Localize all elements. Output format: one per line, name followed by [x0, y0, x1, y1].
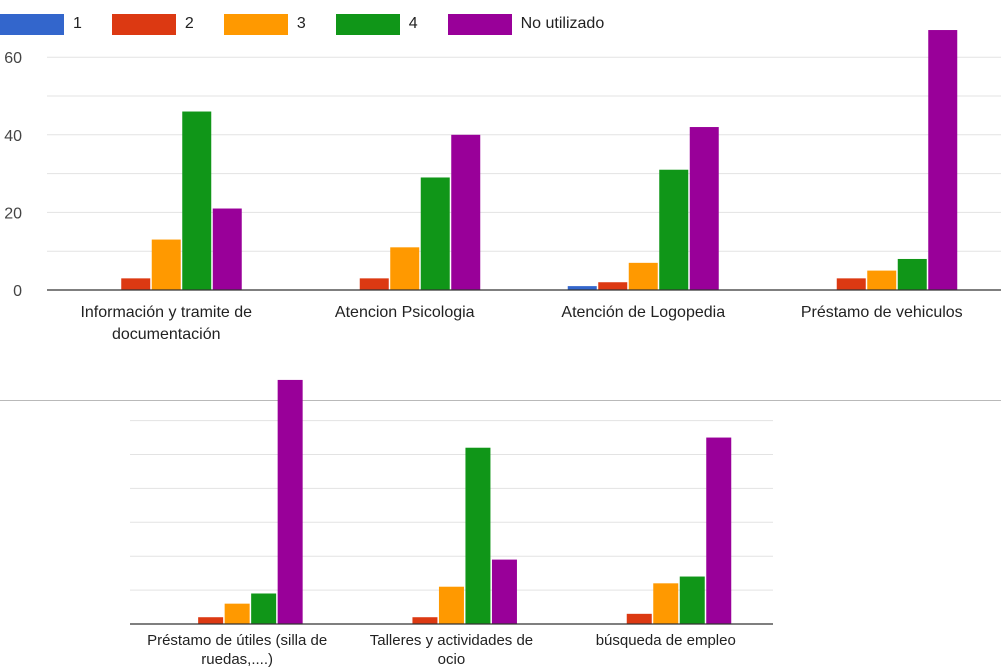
legend-label: 2: [184, 15, 194, 32]
category-label: Información y tramite de documentación: [80, 304, 252, 343]
legend-label: 3: [296, 15, 306, 32]
category-label: Atención de Logopedia: [561, 304, 725, 321]
category-label-line: búsqueda de empleo: [596, 632, 736, 649]
legend-swatch: [335, 13, 400, 35]
bar: [659, 169, 689, 290]
category-label-line: Atención de Logopedia: [561, 304, 725, 321]
category-label: Atencion Psicologia: [335, 304, 475, 321]
panel-divider: [0, 400, 1001, 401]
legend-item: 2: [111, 13, 194, 35]
bar: [420, 177, 450, 290]
bar: [224, 603, 250, 624]
bar: [653, 583, 679, 624]
legend-swatch: [447, 13, 512, 35]
category-label: Préstamo de útiles (silla de ruedas,....): [147, 632, 327, 668]
bar: [390, 247, 420, 290]
bar: [626, 613, 652, 624]
bar: [567, 286, 597, 290]
category-label-line: ocio: [438, 651, 466, 668]
chart-legend: 1 2 3 4 No utilizado: [0, 12, 634, 36]
bar: [928, 30, 958, 290]
bar: [465, 447, 491, 624]
bar: [598, 282, 628, 290]
legend-item: 3: [223, 13, 306, 35]
bar: [451, 134, 481, 290]
bar: [679, 576, 705, 624]
category-label: Préstamo de vehiculos: [801, 304, 963, 321]
legend-swatch: [111, 13, 176, 35]
legend-label: No utilizado: [520, 15, 605, 32]
bar: [897, 258, 927, 290]
bar: [689, 127, 719, 290]
bar: [706, 437, 732, 624]
y-tick-label: 40: [4, 128, 22, 145]
category-label-line: Préstamo de vehiculos: [801, 304, 963, 321]
bar: [251, 593, 277, 624]
category-label-line: ruedas,....): [201, 651, 273, 668]
legend-item: 4: [335, 13, 418, 35]
category-label-line: Talleres y actividades de: [370, 632, 533, 649]
bar: [836, 278, 866, 290]
bar: [412, 617, 438, 624]
category-label-line: Información y tramite de: [80, 304, 252, 321]
category-label: Talleres y actividades de ocio: [370, 632, 533, 668]
legend-item: No utilizado: [447, 13, 605, 35]
bar: [628, 262, 658, 290]
bar: [867, 270, 897, 290]
bar: [182, 111, 212, 291]
bar: [491, 559, 517, 624]
category-label: búsqueda de empleo: [596, 632, 736, 649]
bar: [151, 239, 181, 290]
bar: [198, 617, 224, 624]
category-label-line: Préstamo de útiles (silla de: [147, 632, 327, 649]
bar: [359, 278, 389, 290]
bar: [121, 278, 151, 290]
legend-swatch: [223, 13, 288, 35]
category-label-line: documentación: [112, 326, 221, 343]
legend-label: 1: [73, 15, 82, 32]
y-tick-label: 60: [4, 50, 22, 67]
y-tick-label: 20: [4, 205, 22, 222]
bar: [212, 208, 242, 290]
bar: [438, 586, 464, 624]
category-label-line: Atencion Psicologia: [335, 304, 475, 321]
legend-item: 1: [0, 13, 82, 35]
bar: [277, 379, 303, 624]
y-tick-label: 0: [13, 283, 22, 300]
legend-swatch: [0, 13, 64, 35]
legend-label: 4: [408, 15, 418, 32]
